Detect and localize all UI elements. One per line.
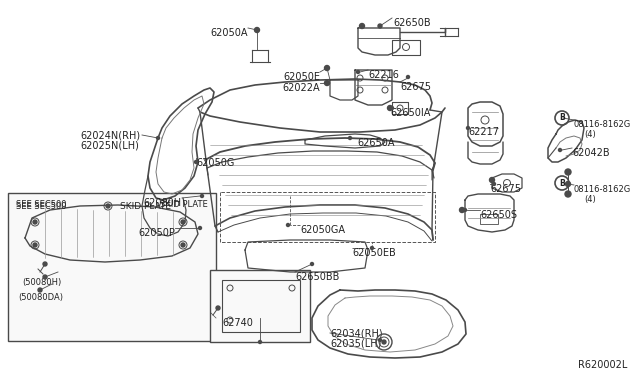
Text: (4): (4)	[584, 195, 596, 204]
Circle shape	[565, 169, 571, 175]
Text: 62217: 62217	[468, 127, 499, 137]
Text: SEE SEC500: SEE SEC500	[16, 202, 67, 211]
Circle shape	[493, 183, 495, 186]
Text: (50080H): (50080H)	[22, 278, 61, 287]
Circle shape	[324, 65, 330, 71]
Circle shape	[157, 137, 159, 140]
Text: 62675: 62675	[400, 82, 431, 92]
Circle shape	[559, 148, 561, 151]
Circle shape	[310, 263, 314, 266]
Text: SEE SEC500: SEE SEC500	[16, 200, 67, 209]
Text: B: B	[559, 179, 565, 187]
Text: R620002L: R620002L	[578, 360, 627, 370]
Circle shape	[43, 262, 47, 266]
Text: 62650B: 62650B	[393, 18, 431, 28]
Text: 62080H: 62080H	[144, 198, 182, 208]
Text: 08116-8162G: 08116-8162G	[574, 185, 631, 194]
Text: 62050E: 62050E	[283, 72, 320, 82]
Text: 62050GA: 62050GA	[300, 225, 345, 235]
Circle shape	[106, 204, 110, 208]
Circle shape	[378, 24, 382, 28]
Text: 62025N(LH): 62025N(LH)	[80, 141, 139, 151]
Text: 62740: 62740	[222, 318, 253, 328]
Text: 08116-8162G: 08116-8162G	[574, 120, 631, 129]
Text: (4): (4)	[584, 130, 596, 139]
Text: 62650A: 62650A	[357, 138, 394, 148]
Text: 62050G: 62050G	[196, 158, 234, 168]
Text: 62024N(RH): 62024N(RH)	[80, 130, 140, 140]
Circle shape	[406, 76, 410, 78]
Circle shape	[326, 67, 328, 70]
Circle shape	[360, 23, 365, 29]
Text: 62675: 62675	[490, 184, 521, 194]
Circle shape	[356, 71, 360, 74]
Circle shape	[378, 339, 381, 341]
Circle shape	[490, 177, 495, 183]
Circle shape	[181, 243, 185, 247]
Circle shape	[382, 340, 386, 344]
Text: 62050A: 62050A	[211, 28, 248, 38]
Circle shape	[463, 208, 467, 212]
Text: 62034(RH): 62034(RH)	[330, 328, 383, 338]
Text: 62216: 62216	[368, 70, 399, 80]
Circle shape	[566, 182, 570, 186]
Circle shape	[565, 191, 571, 197]
Text: SKID PLATE: SKID PLATE	[160, 200, 208, 209]
Circle shape	[255, 28, 259, 32]
Text: 62650IA: 62650IA	[390, 108, 430, 118]
Text: 62650BB: 62650BB	[295, 272, 339, 282]
Bar	[480, 214, 498, 224]
Bar	[222, 280, 300, 332]
Circle shape	[216, 306, 220, 310]
Circle shape	[33, 243, 37, 247]
Text: 62050EB: 62050EB	[352, 248, 396, 258]
Text: 62050P: 62050P	[138, 228, 175, 238]
Text: 62035(LH): 62035(LH)	[330, 339, 381, 349]
Circle shape	[43, 275, 47, 279]
Text: 62650S: 62650S	[480, 210, 517, 220]
Text: B: B	[559, 113, 565, 122]
Circle shape	[287, 224, 289, 227]
Circle shape	[38, 288, 42, 292]
Text: (50080DA): (50080DA)	[18, 293, 63, 302]
Text: SKID PLATE: SKID PLATE	[120, 202, 171, 211]
Circle shape	[387, 106, 392, 110]
Text: 62022A: 62022A	[282, 83, 320, 93]
Circle shape	[349, 137, 351, 140]
Circle shape	[200, 195, 204, 198]
Bar	[210, 270, 310, 342]
Circle shape	[198, 227, 202, 230]
Circle shape	[324, 80, 330, 86]
Circle shape	[390, 106, 394, 109]
Circle shape	[460, 208, 465, 212]
Circle shape	[259, 340, 262, 343]
Circle shape	[195, 160, 198, 164]
Circle shape	[371, 247, 374, 250]
Circle shape	[181, 220, 185, 224]
Circle shape	[33, 220, 37, 224]
Bar	[8, 193, 216, 341]
Circle shape	[467, 126, 470, 129]
Circle shape	[326, 81, 330, 84]
Text: 62042B: 62042B	[572, 148, 610, 158]
